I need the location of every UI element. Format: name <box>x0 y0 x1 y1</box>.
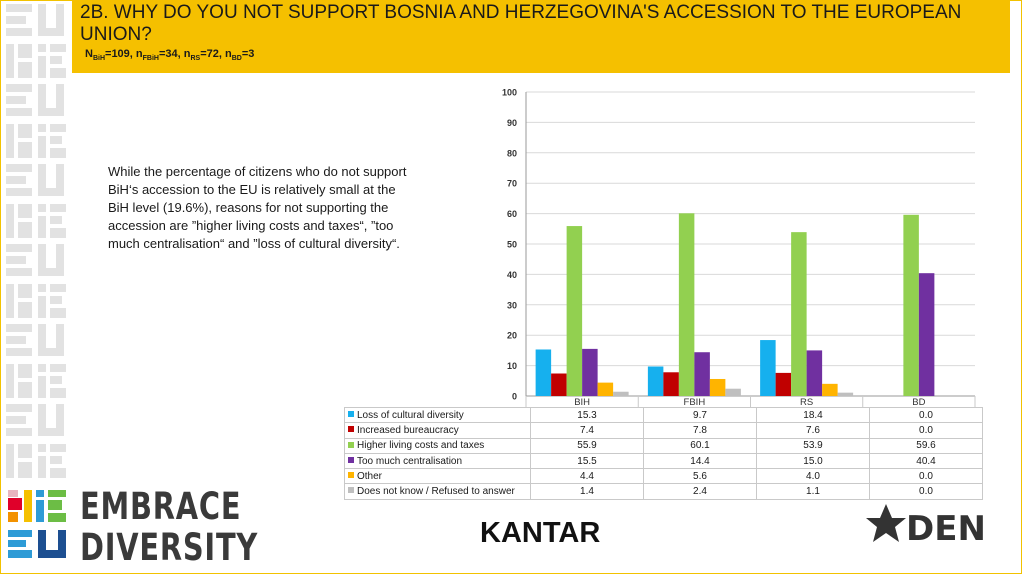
data-label: 0.0 <box>869 468 983 485</box>
kantar-logo: KANTAR <box>480 517 601 549</box>
data-label: 0.0 <box>869 406 983 424</box>
y-tick-label: 20 <box>507 331 517 341</box>
table-row: Increased bureaucracy 7.4 7.8 7.6 0.0 <box>344 422 983 439</box>
bar <box>709 378 726 396</box>
y-tick-label: 100 <box>502 88 517 98</box>
y-tick-label: 60 <box>507 209 517 219</box>
y-tick-label: 50 <box>507 240 517 250</box>
sample-sizes: NBiH=109, nFBiH=34, nRS=72, nBD=3 <box>85 48 254 62</box>
bar <box>837 392 854 396</box>
sample-fbih: nFBiH=34, <box>132 48 181 63</box>
bar <box>775 372 792 396</box>
bar <box>647 366 664 396</box>
table-row: Too much centralisation 15.5 14.4 15.0 40.4 <box>344 452 983 470</box>
legend-label: Increased bureaucracy <box>357 424 459 436</box>
data-label: 18.4 <box>756 406 870 424</box>
data-table: Loss of cultural diversity 15.3 9.7 18.4 0.0… <box>344 406 983 500</box>
y-tick-label: 80 <box>507 148 517 158</box>
table-row: Other 4.4 5.6 4.0 0.0 <box>344 468 983 485</box>
header-bar: 2B. WHY DO YOU NOT SUPPORT BOSNIA AND HE… <box>72 0 1010 73</box>
bar <box>760 340 776 396</box>
bar <box>694 352 710 396</box>
legend-label: Higher living costs and taxes <box>357 440 485 452</box>
legend-swatch <box>348 472 354 479</box>
sample-bih: NBiH=109, <box>85 48 133 63</box>
x-tick-label: BIH <box>574 397 590 408</box>
y-tick-label: 0 <box>512 392 517 402</box>
data-label: 0.0 <box>869 422 983 439</box>
data-label: 1.4 <box>530 483 644 500</box>
bar <box>535 349 552 396</box>
legend-entry: Higher living costs and taxes <box>344 437 531 454</box>
bar <box>582 348 598 396</box>
data-label: 7.8 <box>643 422 757 439</box>
data-label: 7.6 <box>756 422 870 439</box>
bar <box>725 388 741 396</box>
legend-swatch <box>348 426 354 433</box>
bar <box>678 213 695 396</box>
data-label: 5.6 <box>643 468 757 485</box>
data-label: 0.0 <box>869 483 983 500</box>
sample-rs: nRS=72, <box>180 48 222 63</box>
legend-entry: Too much centralisation <box>344 452 531 470</box>
table-row: Does not know / Refused to answer 1.4 2.4 1… <box>344 483 983 500</box>
y-tick-label: 10 <box>507 361 517 371</box>
bar <box>597 382 614 396</box>
data-label: 59.6 <box>869 437 983 454</box>
y-tick-label: 30 <box>507 300 517 310</box>
x-tick-label: BD <box>912 397 925 408</box>
table-row: Higher living costs and taxes 55.9 60.1 53.… <box>344 437 983 454</box>
legend-label: Loss of cultural diversity <box>357 409 464 421</box>
data-label: 15.3 <box>530 406 644 424</box>
svg-text:DEN: DEN <box>906 509 986 549</box>
bar <box>551 373 567 396</box>
legend-swatch <box>348 411 354 417</box>
legend-swatch <box>348 441 354 448</box>
legend-label: Does not know / Refused to answer <box>357 486 515 498</box>
table-row: Loss of cultural diversity 15.3 9.7 18.4 0.0 <box>344 406 983 424</box>
legend-entry: Increased bureaucracy <box>344 422 531 439</box>
legend-label: Other <box>357 470 383 482</box>
x-tick-label: FBIH <box>684 397 706 408</box>
bar <box>613 391 629 396</box>
data-label: 15.5 <box>530 452 644 470</box>
legend-entry: Does not know / Refused to answer <box>344 483 531 500</box>
legend-entry: Loss of cultural diversity <box>344 406 531 424</box>
data-label: 14.4 <box>643 452 757 470</box>
x-tick-label: RS <box>800 397 813 408</box>
sample-bd: nBD=3 <box>221 48 255 63</box>
bar <box>918 273 935 396</box>
y-tick-label: 90 <box>507 118 517 128</box>
bar <box>566 226 583 396</box>
legend-entry: Other <box>344 468 531 485</box>
embrace-diversity-wordmark: EMBRACE DIVERSITY <box>80 485 259 569</box>
data-label: 1.1 <box>756 483 870 500</box>
y-tick-label: 70 <box>507 179 517 189</box>
y-tick-label: 40 <box>507 270 517 280</box>
bar <box>663 372 679 396</box>
data-label: 53.9 <box>756 437 870 454</box>
data-label: 4.4 <box>530 468 644 485</box>
bar <box>822 383 838 396</box>
data-label: 55.9 <box>530 437 644 454</box>
data-label: 40.4 <box>869 452 983 470</box>
bih-eu-pattern-strip <box>6 4 66 478</box>
data-label: 2.4 <box>643 483 757 500</box>
den-logo: DEN <box>866 504 986 549</box>
bar <box>806 350 823 396</box>
embrace-diversity-logo-mark <box>8 490 66 558</box>
description-text: While the percentage of citizens who do … <box>108 164 407 251</box>
data-label: 60.1 <box>643 437 757 454</box>
legend-swatch <box>348 456 354 463</box>
bar <box>903 214 919 396</box>
bar <box>791 232 807 396</box>
data-label: 15.0 <box>756 452 870 470</box>
legend-label: Too much centralisation <box>357 455 463 467</box>
page-title: 2B. WHY DO YOU NOT SUPPORT BOSNIA AND HE… <box>80 2 962 45</box>
data-label: 4.0 <box>756 468 870 485</box>
data-label: 9.7 <box>643 406 757 424</box>
legend-swatch <box>348 487 354 494</box>
data-label: 7.4 <box>530 422 644 439</box>
